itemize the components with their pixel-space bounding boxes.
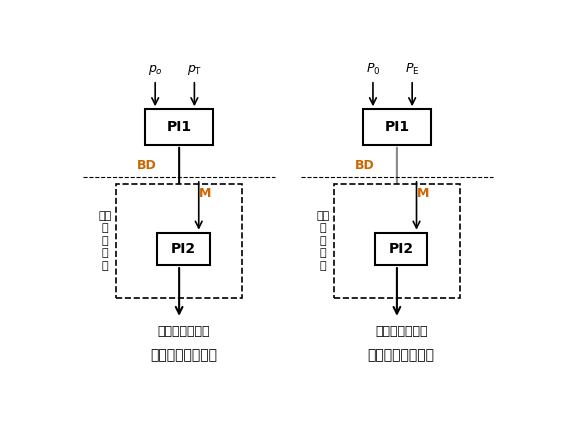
Text: M: M bbox=[199, 187, 211, 200]
Text: M: M bbox=[416, 187, 429, 200]
Text: BD: BD bbox=[355, 160, 374, 173]
Bar bbox=[116, 184, 242, 298]
Text: 燃料
控
制
系
统: 燃料 控 制 系 统 bbox=[316, 211, 329, 271]
Bar bbox=[363, 109, 430, 145]
Bar bbox=[334, 184, 460, 298]
Text: 燃料量调节机构: 燃料量调节机构 bbox=[375, 325, 428, 338]
Text: $p_o$: $p_o$ bbox=[148, 62, 162, 77]
Text: $P_{\mathrm{E}}$: $P_{\mathrm{E}}$ bbox=[405, 62, 419, 77]
Bar bbox=[157, 233, 210, 265]
Text: $P_0$: $P_0$ bbox=[366, 62, 380, 77]
Text: PI2: PI2 bbox=[171, 242, 196, 256]
Text: 锅炉跟随控制方式: 锅炉跟随控制方式 bbox=[150, 349, 217, 362]
Text: PI1: PI1 bbox=[384, 120, 410, 134]
Text: $p_{\mathrm{T}}$: $p_{\mathrm{T}}$ bbox=[187, 62, 202, 77]
Text: 汽机跟随控制方式: 汽机跟随控制方式 bbox=[368, 349, 435, 362]
Bar bbox=[146, 109, 213, 145]
Text: 燃料
控
制
系
统: 燃料 控 制 系 统 bbox=[98, 211, 112, 271]
Text: 燃料量调节机构: 燃料量调节机构 bbox=[157, 325, 210, 338]
Text: PI2: PI2 bbox=[389, 242, 414, 256]
Bar bbox=[375, 233, 427, 265]
Text: BD: BD bbox=[137, 160, 156, 173]
Text: PI1: PI1 bbox=[166, 120, 192, 134]
